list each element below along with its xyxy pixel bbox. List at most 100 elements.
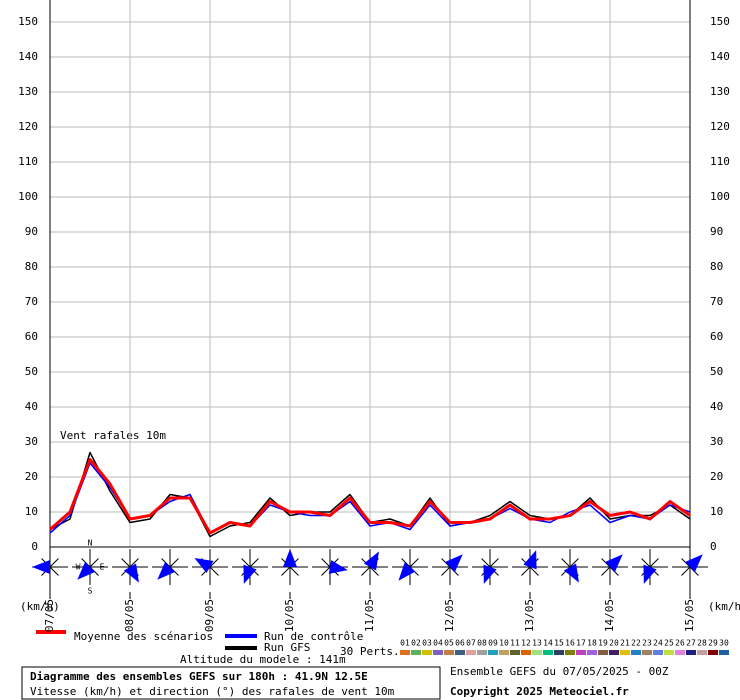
- rose-spoke: [289, 566, 299, 576]
- legend-swatch: [36, 630, 66, 634]
- rose-spoke: [121, 558, 131, 568]
- member-label: 25: [664, 639, 674, 648]
- y-tick-label: 130: [18, 85, 38, 98]
- wind-wedge: [32, 560, 50, 574]
- wind-wedge: [445, 554, 463, 572]
- rose-spoke: [569, 558, 579, 568]
- member-label: 13: [532, 639, 542, 648]
- member-label: 07: [466, 639, 476, 648]
- rose-spoke: [249, 558, 259, 568]
- y-tick-label: 130: [710, 85, 730, 98]
- member-swatch: [466, 650, 476, 655]
- x-tick-label: 11/05: [363, 599, 376, 632]
- member-swatch: [444, 650, 454, 655]
- member-swatch: [543, 650, 553, 655]
- y-tick-label: 110: [18, 155, 38, 168]
- member-label: 27: [686, 639, 696, 648]
- rose-spoke: [321, 558, 331, 568]
- member-swatch: [433, 650, 443, 655]
- y-tick-label: 50: [710, 365, 723, 378]
- wind-wedge: [328, 560, 348, 574]
- box-title: Diagramme des ensembles GEFS sur 180h : …: [30, 670, 368, 683]
- y-unit-left: (km/h): [20, 600, 60, 613]
- y-tick-label: 100: [18, 190, 38, 203]
- y-tick-label: 140: [710, 50, 730, 63]
- member-swatch: [587, 650, 597, 655]
- member-label: 14: [543, 639, 553, 648]
- member-swatch: [510, 650, 520, 655]
- y-tick-label: 80: [710, 260, 723, 273]
- rose-spoke: [361, 566, 371, 576]
- member-label: 08: [477, 639, 487, 648]
- x-tick-label: 15/05: [683, 599, 696, 632]
- member-label: 04: [433, 639, 443, 648]
- y-tick-label: 50: [25, 365, 38, 378]
- member-label: 23: [642, 639, 652, 648]
- member-swatch: [554, 650, 564, 655]
- rose-spoke: [521, 566, 531, 576]
- run-info: Ensemble GEFS du 07/05/2025 - 00Z: [450, 665, 669, 678]
- member-swatch: [653, 650, 663, 655]
- y-tick-label: 0: [31, 540, 38, 553]
- member-label: 18: [587, 639, 597, 648]
- y-unit-right: (km/h): [708, 600, 740, 613]
- y-tick-label: 120: [18, 120, 38, 133]
- x-tick-label: 09/05: [203, 599, 216, 632]
- wind-wedge: [563, 563, 579, 583]
- member-label: 03: [422, 639, 432, 648]
- member-label: 30: [719, 639, 729, 648]
- rose-spoke: [49, 558, 59, 568]
- member-swatch: [411, 650, 421, 655]
- member-label: 21: [620, 639, 630, 648]
- info-box: [21, 666, 441, 700]
- member-swatch: [631, 650, 641, 655]
- y-tick-label: 140: [18, 50, 38, 63]
- rose-spoke: [49, 566, 59, 576]
- member-swatch: [499, 650, 509, 655]
- x-tick-label: 12/05: [443, 599, 456, 632]
- rose-spoke: [441, 566, 451, 576]
- compass-letter: E: [100, 563, 105, 572]
- box-subtitle: Vitesse (km/h) et direction (°) des rafa…: [30, 685, 395, 698]
- y-tick-label: 30: [25, 435, 38, 448]
- y-tick-label: 10: [25, 505, 38, 518]
- members-label: 30 Perts.: [340, 645, 400, 658]
- member-swatch: [642, 650, 652, 655]
- member-swatch: [488, 650, 498, 655]
- wind-wedge: [685, 554, 703, 572]
- legend-swatch: [225, 646, 257, 650]
- member-label: 02: [411, 639, 421, 648]
- wind-wedge: [243, 564, 257, 584]
- legend-label: Moyenne des scénarios: [74, 630, 213, 643]
- member-swatch: [422, 650, 432, 655]
- rose-spoke: [481, 558, 491, 568]
- y-tick-label: 20: [710, 470, 723, 483]
- rose-spoke: [281, 566, 291, 576]
- y-tick-label: 10: [710, 505, 723, 518]
- member-swatch: [565, 650, 575, 655]
- y-tick-label: 40: [25, 400, 38, 413]
- chart-title: Vent rafales 10m: [60, 429, 166, 442]
- member-swatch: [708, 650, 718, 655]
- compass-letter: S: [88, 587, 93, 596]
- compass-letter: N: [88, 539, 93, 548]
- member-swatch: [719, 650, 729, 655]
- rose-spoke: [89, 558, 99, 568]
- member-swatch: [697, 650, 707, 655]
- member-label: 28: [697, 639, 707, 648]
- wind-wedge: [605, 554, 623, 572]
- rose-spoke: [369, 566, 379, 576]
- member-label: 12: [521, 639, 531, 648]
- y-tick-label: 150: [18, 15, 38, 28]
- y-tick-label: 110: [710, 155, 730, 168]
- rose-spoke: [241, 558, 251, 568]
- member-label: 05: [444, 639, 454, 648]
- rose-spoke: [681, 566, 691, 576]
- member-swatch: [400, 650, 410, 655]
- rose-spoke: [489, 558, 499, 568]
- member-swatch: [521, 650, 531, 655]
- wind-wedge: [77, 562, 95, 580]
- member-label: 01: [400, 639, 410, 648]
